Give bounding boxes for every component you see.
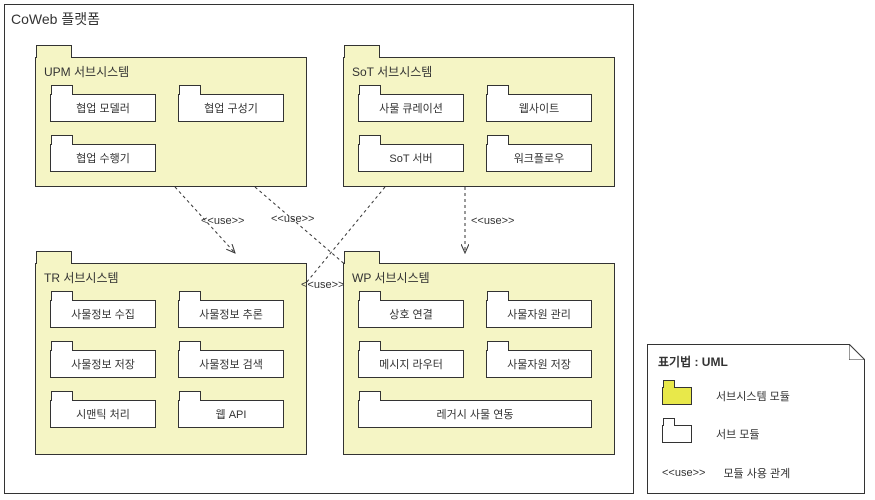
submodule: 메시지 라우터 xyxy=(358,350,464,378)
platform-frame: CoWeb 플랫폼 UPM 서브시스템협업 모델러 협업 구성기협업 수행기 SoT… xyxy=(4,4,634,494)
folder-tab-icon xyxy=(359,85,381,95)
submodule-label: 사물정보 추론 xyxy=(199,306,263,322)
folder-tab-icon xyxy=(179,391,201,401)
subsystem-tr: TR 서브시스템사물정보 수집 사물정보 추론사물정보 저장 사물정보 검색시맨틱 … xyxy=(35,263,307,455)
folder-tab-icon xyxy=(51,135,73,145)
use-stereotype: <<use>> xyxy=(662,467,705,479)
folder-tab-icon xyxy=(36,251,72,264)
folder-tab-icon xyxy=(179,341,201,351)
submodule: 협업 수행기 xyxy=(50,144,156,172)
platform-title: CoWeb 플랫폼 xyxy=(11,9,100,29)
folder-tab-icon xyxy=(179,85,201,95)
submodule: 사물정보 수집 xyxy=(50,300,156,328)
use-edge xyxy=(255,187,355,273)
use-label: <<use>> xyxy=(301,279,344,291)
folder-tab-icon xyxy=(487,85,509,95)
submodule-label: 사물정보 수집 xyxy=(71,306,135,322)
submodule-label: 웹 API xyxy=(216,406,247,422)
folder-tab-icon xyxy=(359,291,381,301)
submodule: 사물정보 검색 xyxy=(178,350,284,378)
submodule-label: SoT 서버 xyxy=(389,150,432,166)
subsystem-title: SoT 서브시스템 xyxy=(352,63,432,80)
submodule-label: 사물 큐레이션 xyxy=(379,100,443,116)
folder-tab-icon xyxy=(51,85,73,95)
submodule: 레거시 사물 연동 xyxy=(358,400,592,428)
submodule: 웹사이트 xyxy=(486,94,592,122)
folder-tab-icon xyxy=(36,45,72,58)
subsystem-sot: SoT 서브시스템사물 큐레이션 웹사이트 SoT 서버 워크플로우 xyxy=(343,57,615,187)
submodule-label: 워크플로우 xyxy=(514,150,565,166)
submodule: 협업 구성기 xyxy=(178,94,284,122)
use-label: <<use>> xyxy=(471,215,514,227)
submodule-label: 사물자원 관리 xyxy=(507,306,571,322)
subsystem-title: UPM 서브시스템 xyxy=(44,63,129,80)
subsystem-title: TR 서브시스템 xyxy=(44,269,119,286)
submodule-label: 사물정보 저장 xyxy=(71,356,135,372)
legend-row-use: <<use>> 모듈 사용 관계 xyxy=(662,465,790,481)
folder-tab-icon xyxy=(51,341,73,351)
submodule-label: 사물자원 저장 xyxy=(507,356,571,372)
submodule-label: 협업 수행기 xyxy=(76,150,130,166)
subsystem-upm: UPM 서브시스템협업 모델러 협업 구성기협업 수행기 xyxy=(35,57,307,187)
submodule-label: 웹사이트 xyxy=(519,100,559,116)
legend-row-subsystem: 서브시스템 모듈 xyxy=(662,387,790,405)
submodule: 사물 큐레이션 xyxy=(358,94,464,122)
legend-fold-corner xyxy=(849,344,865,360)
folder-tab-icon xyxy=(487,341,509,351)
submodule: 워크플로우 xyxy=(486,144,592,172)
submodule: 사물정보 추론 xyxy=(178,300,284,328)
submodule-label: 메시지 라우터 xyxy=(379,356,443,372)
folder-tab-icon xyxy=(344,251,380,264)
folder-tab-icon xyxy=(359,135,381,145)
legend-label: 서브시스템 모듈 xyxy=(716,388,790,404)
folder-tab-icon xyxy=(487,135,509,145)
folder-tab-icon xyxy=(51,391,73,401)
folder-tab-icon xyxy=(344,45,380,58)
submodule: 시맨틱 처리 xyxy=(50,400,156,428)
folder-icon xyxy=(662,387,692,405)
legend-label: 서브 모듈 xyxy=(716,426,760,442)
subsystem-wp: WP 서브시스템상호 연결 사물자원 관리메시지 라우터 사물자원 저장레거시 사물… xyxy=(343,263,615,455)
submodule-label: 시맨틱 처리 xyxy=(76,406,130,422)
subsystem-title: WP 서브시스템 xyxy=(352,269,430,286)
submodule-label: 레거시 사물 연동 xyxy=(437,406,514,422)
folder-tab-icon xyxy=(179,291,201,301)
folder-tab-icon xyxy=(487,291,509,301)
submodule: 사물자원 관리 xyxy=(486,300,592,328)
legend-box: 표기법 : UML 서브시스템 모듈 서브 모듈 <<use>> 모듈 사용 관… xyxy=(647,344,865,494)
legend-title: 표기법 : UML xyxy=(658,353,728,370)
submodule: SoT 서버 xyxy=(358,144,464,172)
folder-tab-icon xyxy=(359,391,381,401)
submodule-label: 사물정보 검색 xyxy=(199,356,263,372)
submodule-label: 상호 연결 xyxy=(389,306,433,322)
submodule: 웹 API xyxy=(178,400,284,428)
use-label: <<use>> xyxy=(201,215,244,227)
folder-icon xyxy=(662,425,692,443)
submodule: 사물자원 저장 xyxy=(486,350,592,378)
submodule: 협업 모델러 xyxy=(50,94,156,122)
submodule-label: 협업 구성기 xyxy=(204,100,258,116)
legend-label: 모듈 사용 관계 xyxy=(723,465,790,481)
legend-row-submodule: 서브 모듈 xyxy=(662,425,760,443)
folder-tab-icon xyxy=(51,291,73,301)
folder-tab-icon xyxy=(359,341,381,351)
submodule: 사물정보 저장 xyxy=(50,350,156,378)
submodule-label: 협업 모델러 xyxy=(76,100,130,116)
submodule: 상호 연결 xyxy=(358,300,464,328)
use-label: <<use>> xyxy=(271,213,314,225)
